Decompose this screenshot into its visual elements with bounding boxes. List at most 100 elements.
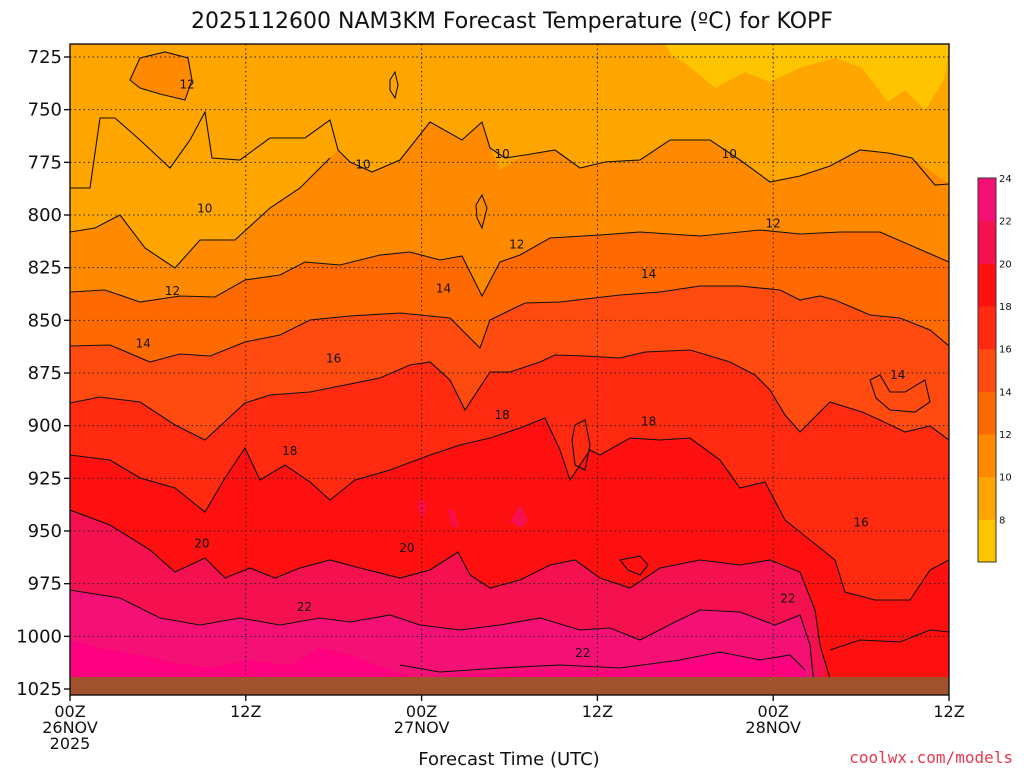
colorbar-label-14: 14 — [999, 387, 1012, 398]
ground-strip — [70, 677, 949, 695]
colorbar-label-18: 18 — [999, 302, 1012, 313]
plot-area: 12 10 10 10 10 12 12 12 14 14 14 16 14 18 18 18 20 20 16 22… — [70, 44, 949, 695]
contour-line-14-loop — [869, 374, 931, 413]
y-tick-label-800: 800 — [28, 205, 62, 226]
colorbar-swatch-0 — [978, 519, 996, 563]
temperature-fills — [70, 44, 949, 695]
colorbar-label-16: 16 — [999, 345, 1012, 356]
contour-line-12c — [70, 251, 441, 303]
contour-label-21: 22 — [575, 646, 590, 660]
contour-labels: 12 10 10 10 10 12 12 12 14 14 14 16 14 18 18 18 20 20 16 22… — [136, 77, 906, 660]
contour-label-6: 12 — [509, 237, 524, 251]
contour-line-12-loop — [475, 193, 488, 230]
colorbar-label-22: 22 — [999, 217, 1012, 228]
contour-label-17: 20 — [399, 541, 414, 555]
colorbar-swatch-4 — [978, 348, 996, 392]
x-tick-label-0-0: 00Z — [54, 702, 85, 721]
contour-label-19: 22 — [297, 600, 312, 614]
y-tick-label-925: 925 — [28, 468, 62, 489]
contour-lines — [70, 51, 949, 695]
x-axis-label: Forecast Time (UTC) — [418, 749, 599, 768]
contour-line-12a — [70, 157, 331, 269]
y-tick-label-950: 950 — [28, 521, 62, 542]
contour-line-18-loop — [571, 419, 591, 471]
temp-band-8 — [666, 44, 949, 110]
colorbar-label-20: 20 — [999, 259, 1012, 270]
temp-band-12-hill — [130, 52, 192, 100]
x-tick-label-5-0: 12Z — [933, 702, 964, 721]
credit-text: coolwx.com/models — [849, 748, 1013, 767]
x-tick-label-4-0: 00Z — [758, 702, 789, 721]
y-tick-label-975: 975 — [28, 574, 62, 595]
y-tick-label-725: 725 — [28, 47, 62, 68]
colorbar-swatch-2 — [978, 434, 996, 478]
temp-band-cool-pocket — [600, 44, 620, 78]
colorbar-label-24: 24 — [999, 174, 1012, 185]
x-tick-label-2-0: 00Z — [406, 702, 437, 721]
contour-label-15: 18 — [282, 444, 297, 458]
plot-frame — [69, 43, 950, 696]
contour-line-16-loop — [619, 555, 649, 576]
colorbar-swatch-5 — [978, 306, 996, 350]
colorbar-swatch-7 — [978, 220, 996, 264]
contour-line-22b — [399, 651, 806, 673]
temp-band-blob-3 — [510, 505, 528, 528]
contour-label-11: 16 — [326, 351, 341, 365]
contour-label-8: 14 — [436, 282, 451, 296]
colorbar-swatch-6 — [978, 263, 996, 307]
y-tick-label-775: 775 — [28, 152, 62, 173]
x-tick-label-2-1: 27NOV — [394, 718, 450, 737]
contour-line-16 — [70, 349, 949, 441]
contour-label-4: 10 — [197, 202, 212, 216]
contour-label-7: 12 — [165, 284, 180, 298]
y-tick-label-1025: 1025 — [16, 679, 62, 700]
y-tick-label-750: 750 — [28, 100, 62, 121]
contour-line-12-hill — [129, 51, 193, 101]
colorbar-label-12: 12 — [999, 430, 1012, 441]
contour-label-14: 18 — [641, 414, 656, 428]
contour-line-10 — [70, 110, 949, 189]
contour-label-12: 14 — [890, 368, 905, 382]
x-tick-label-1-0: 12Z — [230, 702, 261, 721]
contour-line-14 — [70, 285, 949, 363]
chart-title: 2025112600 NAM3KM Forecast Temperature (… — [191, 9, 833, 34]
y-axis: 725 750 775 800 825 850 875 900 925 950 975 1000 102… — [16, 47, 70, 700]
contour-line-18 — [70, 417, 949, 601]
colorbar-frame — [977, 177, 997, 563]
contour-label-1: 10 — [355, 157, 370, 171]
contour-label-16: 20 — [194, 537, 209, 551]
contour-line-20b — [829, 629, 949, 651]
contour-line-12b — [439, 229, 949, 298]
contour-label-2: 10 — [495, 147, 510, 161]
contour-label-13: 18 — [495, 408, 510, 422]
contour-line-22 — [70, 589, 816, 695]
y-tick-label-825: 825 — [28, 258, 62, 279]
x-tick-label-4-1: 28NOV — [745, 718, 801, 737]
y-tick-label-1000: 1000 — [16, 626, 62, 647]
contour-label-18: 16 — [853, 516, 868, 530]
contour-label-20: 22 — [780, 591, 795, 605]
contour-label-10: 14 — [136, 337, 151, 351]
contour-label-5: 12 — [766, 216, 781, 230]
contour-label-3: 10 — [722, 147, 737, 161]
x-tick-label-0-1: 26NOV — [42, 718, 98, 737]
colorbar-swatch-1 — [978, 476, 996, 520]
gridlines — [70, 44, 949, 695]
temp-band-blob-2 — [448, 508, 458, 528]
y-tick-label-850: 850 — [28, 310, 62, 331]
contour-line-10-loop — [389, 70, 399, 100]
colorbar-swatch-8 — [978, 178, 996, 222]
colorbar-swatch-3 — [978, 391, 996, 435]
x-tick-label-3-0: 12Z — [582, 702, 613, 721]
y-tick-label-875: 875 — [28, 363, 62, 384]
y-tick-label-900: 900 — [28, 416, 62, 437]
contour-line-20 — [70, 509, 836, 695]
contour-label-0: 12 — [180, 77, 195, 91]
colorbar: 8 10 12 14 16 18 20 22 24 — [977, 174, 1012, 563]
ground-terrain — [70, 677, 949, 695]
x-tick-label-0-2: 2025 — [50, 734, 91, 753]
contour-label-9: 14 — [641, 267, 656, 281]
colorbar-label-10: 10 — [999, 473, 1012, 484]
